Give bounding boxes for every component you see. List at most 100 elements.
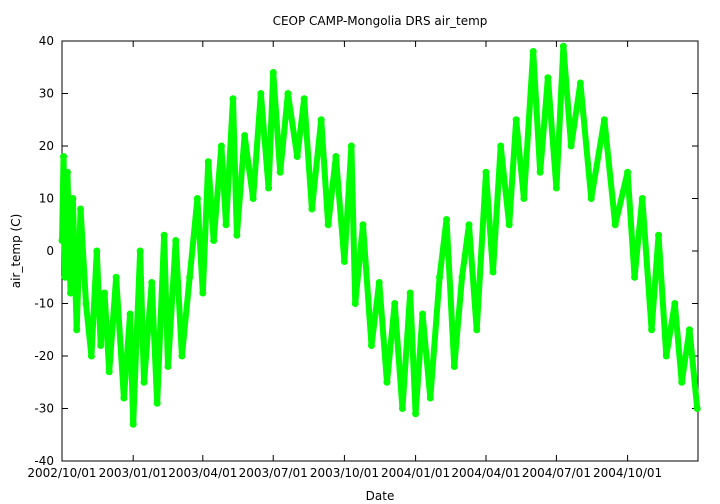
y-tick-label: 10	[39, 192, 54, 206]
chart-title: CEOP CAMP-Mongolia DRS air_temp	[273, 14, 488, 28]
data-point	[662, 352, 670, 360]
x-tick-label: 2003/04/01	[168, 466, 237, 480]
data-segment	[451, 274, 466, 370]
data-point	[97, 342, 105, 349]
data-point	[351, 300, 359, 307]
y-axis-label: air_temp (C)	[9, 214, 23, 289]
data-point	[300, 95, 308, 103]
data-segment	[588, 116, 608, 202]
data-point	[132, 342, 140, 349]
x-tick-label: 2003/10/01	[310, 466, 379, 480]
data-point	[178, 352, 186, 360]
data-segment	[639, 195, 655, 333]
data-point	[77, 205, 85, 213]
data-point	[383, 378, 391, 386]
data-segment	[655, 232, 670, 359]
data-segment	[577, 80, 595, 202]
data-point	[61, 273, 69, 281]
data-point	[678, 378, 686, 386]
data-segment	[489, 143, 504, 275]
data-point	[199, 289, 207, 297]
y-tick-label: 20	[39, 139, 54, 153]
data-point	[398, 405, 406, 412]
data-point	[172, 237, 180, 244]
data-point	[536, 168, 544, 176]
data-point	[265, 184, 273, 192]
x-tick-label: 2004/07/01	[522, 466, 591, 480]
x-tick-label: 2002/10/01	[27, 466, 96, 480]
data-point	[520, 195, 528, 202]
data-point	[473, 326, 481, 334]
data-point	[465, 221, 473, 229]
x-tick-label: 2004/10/01	[593, 466, 662, 480]
data-segment	[601, 116, 619, 228]
data-point	[73, 326, 81, 334]
data-segment	[301, 95, 315, 212]
y-tick-label: 30	[39, 87, 54, 101]
data-point	[249, 195, 257, 202]
data-point	[120, 394, 128, 402]
data-point	[229, 95, 237, 103]
data-segment	[233, 132, 248, 239]
data-point	[222, 221, 230, 229]
data-point	[567, 142, 575, 150]
data-point	[576, 79, 584, 87]
data-segment	[427, 274, 443, 401]
data-segment	[318, 116, 332, 228]
data-point	[105, 368, 113, 376]
data-point	[419, 310, 427, 318]
x-tick-label: 2004/01/01	[381, 466, 450, 480]
data-segment	[277, 90, 291, 176]
data-point	[587, 195, 595, 202]
data-point	[153, 399, 161, 407]
data-point	[512, 116, 520, 124]
data-point	[293, 153, 301, 160]
data-segment	[671, 300, 685, 386]
data-point	[426, 394, 434, 402]
data-point	[631, 273, 639, 281]
data-point	[204, 158, 212, 166]
data-point	[497, 142, 505, 150]
y-tick-label: 40	[39, 34, 54, 48]
data-point	[391, 300, 399, 307]
data-series	[58, 42, 701, 428]
data-point	[67, 289, 75, 297]
data-point	[332, 153, 340, 160]
data-point	[693, 405, 701, 412]
data-point	[340, 258, 348, 265]
y-tick-label: -40	[34, 454, 54, 468]
data-point	[458, 273, 466, 281]
x-tick-label: 2004/04/01	[451, 466, 520, 480]
data-segment	[443, 216, 458, 370]
data-point	[126, 310, 134, 318]
data-point	[284, 90, 292, 97]
data-point	[406, 289, 414, 297]
data-point	[544, 74, 552, 82]
data-segment	[473, 169, 489, 333]
data-segment	[560, 43, 575, 149]
data-segment	[359, 221, 375, 349]
y-tick-label: 0	[46, 244, 54, 258]
data-point	[482, 168, 490, 176]
data-point	[60, 153, 68, 160]
data-point	[160, 231, 168, 239]
data-point	[685, 326, 693, 334]
data-point	[655, 231, 663, 239]
x-tick-label: 2003/07/01	[239, 466, 308, 480]
y-tick-label: -30	[34, 402, 54, 416]
x-axis-label: Date	[366, 489, 395, 503]
data-point	[489, 268, 497, 276]
data-point	[611, 221, 619, 229]
data-segment	[178, 274, 193, 359]
data-point	[347, 142, 355, 150]
x-axis: 2002/10/01 2003/01/01 2003/04/01 2003/07/01…	[27, 41, 662, 480]
data-point	[671, 300, 679, 307]
data-point	[450, 363, 458, 370]
y-axis: -40 -30 -20 -10 0 10 20 30 40	[34, 34, 698, 468]
data-point	[600, 116, 608, 124]
data-point	[82, 300, 90, 307]
data-point	[210, 237, 218, 244]
data-point	[136, 247, 144, 255]
data-point	[257, 90, 265, 97]
